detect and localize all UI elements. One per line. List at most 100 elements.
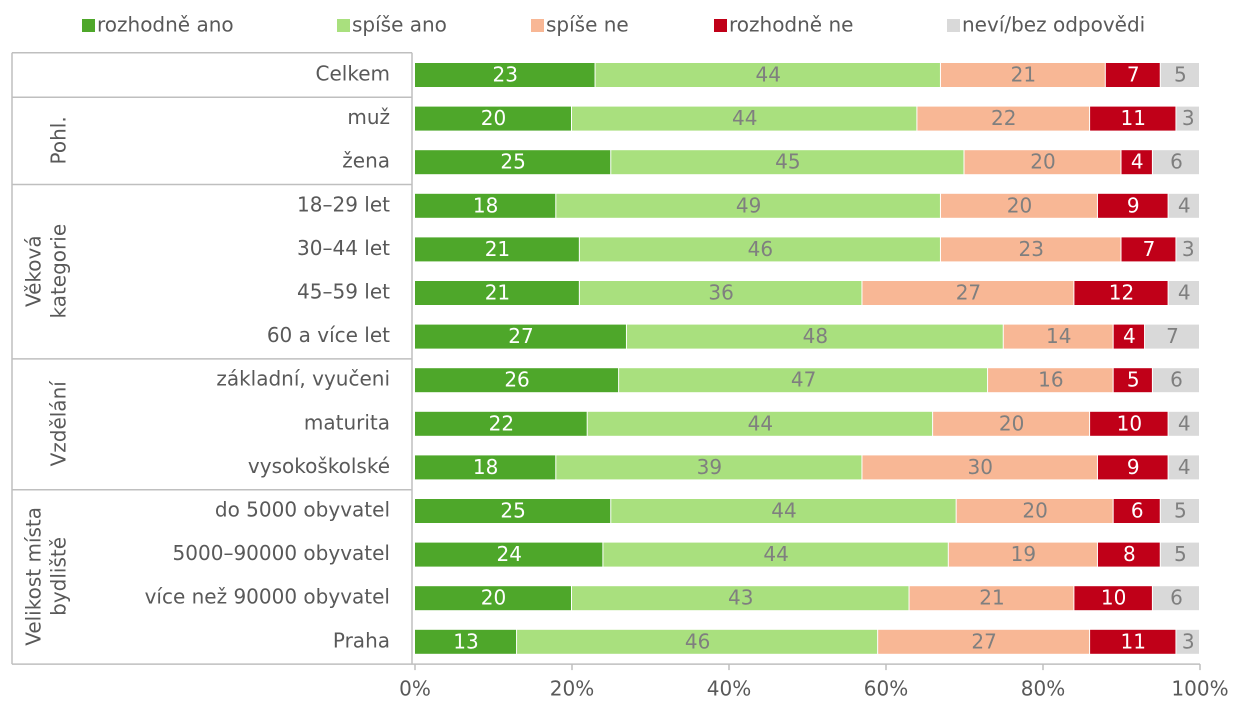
data-label: 14 (1046, 324, 1071, 348)
data-label: 20 (1030, 150, 1055, 174)
bar-segment (1113, 324, 1145, 349)
data-label: 3 (1182, 629, 1195, 653)
data-label: 23 (1018, 237, 1043, 261)
legend-label: spíše ano (352, 13, 447, 37)
data-label: 7 (1127, 63, 1140, 87)
data-label: 39 (697, 455, 722, 479)
group-label: Pohl. (47, 116, 71, 164)
legend-swatch (82, 19, 95, 32)
data-label: 4 (1123, 324, 1136, 348)
bar-segment (415, 281, 579, 305)
legend-swatch (714, 19, 727, 32)
data-label: 46 (748, 237, 773, 261)
data-label: 21 (485, 237, 510, 261)
bar-segment (1090, 106, 1176, 131)
category-label: 18–29 let (297, 192, 390, 216)
data-label: 20 (481, 586, 506, 610)
data-label: 18 (473, 193, 498, 217)
bar-segment (415, 586, 571, 611)
data-label: 7 (1166, 324, 1179, 348)
bar-segment (587, 411, 933, 436)
data-label: 47 (791, 368, 816, 392)
data-label: 27 (956, 281, 981, 305)
data-label: 27 (971, 629, 996, 653)
bar-segment (611, 150, 964, 175)
data-label: 4 (1178, 411, 1191, 435)
bar-segment (415, 150, 611, 175)
bar-segment (1074, 281, 1168, 305)
category-label: do 5000 obyvatel (215, 498, 390, 522)
bar-segment (1176, 106, 1199, 131)
data-label: 10 (1101, 586, 1126, 610)
category-label: 45–59 let (297, 280, 390, 304)
bar-segment (415, 106, 571, 131)
data-label: 3 (1182, 106, 1195, 130)
bar-segment (1152, 150, 1199, 175)
data-label: 5 (1174, 499, 1187, 523)
bar-segment (988, 368, 1113, 393)
legend-swatch (531, 19, 544, 32)
data-label: 4 (1131, 150, 1144, 174)
group-label: Vzdělání (47, 380, 71, 467)
data-label: 44 (771, 499, 796, 523)
x-tick-label: 40% (707, 677, 751, 701)
data-label: 4 (1178, 455, 1191, 479)
bar-segment (1152, 586, 1199, 611)
group-label: bydliště (47, 537, 71, 616)
data-label: 3 (1182, 237, 1195, 261)
category-label: žena (342, 149, 390, 173)
bar-segment (415, 411, 587, 436)
data-label: 20 (1007, 193, 1032, 217)
data-label: 10 (1117, 411, 1142, 435)
bar-segment (556, 455, 862, 480)
x-tick-label: 20% (550, 677, 594, 701)
data-label: 6 (1170, 150, 1183, 174)
data-label: 27 (508, 324, 533, 348)
data-label: 7 (1143, 237, 1156, 261)
bar-segment (1113, 499, 1160, 523)
legend-label: rozhodně ano (97, 13, 234, 37)
data-label: 22 (991, 106, 1016, 130)
bar-segment (1168, 193, 1199, 218)
legend-label: spíše ne (546, 13, 629, 37)
data-label: 43 (728, 586, 753, 610)
group-label: Velikost místa (22, 507, 46, 646)
bar-segment (1176, 237, 1199, 262)
data-label: 9 (1127, 193, 1140, 217)
legend-label: rozhodně ne (729, 13, 853, 37)
category-label: 30–44 let (297, 236, 390, 260)
category-label: muž (347, 105, 390, 129)
bar-segment (1074, 586, 1152, 611)
bar-segment (1097, 455, 1168, 480)
category-label: Praha (333, 628, 390, 652)
bar-segment (1168, 455, 1199, 480)
bar-segment (1145, 324, 1199, 349)
data-label: 21 (979, 586, 1004, 610)
bar-segment (572, 106, 917, 131)
data-label: 23 (493, 63, 518, 87)
data-label: 4 (1178, 281, 1191, 305)
data-label: 18 (473, 455, 498, 479)
legend-label: neví/bez odpovědi (962, 13, 1145, 37)
bar-segment (1152, 368, 1199, 393)
data-label: 36 (708, 281, 733, 305)
bar-segment (1160, 499, 1199, 523)
data-label: 5 (1174, 63, 1187, 87)
bar-segment (1176, 629, 1199, 654)
bar-segment (1121, 237, 1176, 262)
data-label: 46 (685, 629, 710, 653)
bar-segment (415, 629, 517, 654)
bar-segment (940, 63, 1105, 87)
data-label: 49 (736, 193, 761, 217)
data-label: 22 (489, 411, 514, 435)
bar-segment (626, 324, 1003, 349)
data-label: 25 (500, 150, 525, 174)
x-tick-label: 100% (1171, 677, 1228, 701)
bar-segment (1160, 63, 1199, 87)
data-label: 19 (1011, 542, 1036, 566)
bar-segment (1003, 324, 1113, 349)
data-label: 12 (1109, 281, 1134, 305)
bar-segment (1160, 542, 1199, 567)
bar-segment (1168, 281, 1199, 305)
bar-segment (611, 499, 956, 523)
